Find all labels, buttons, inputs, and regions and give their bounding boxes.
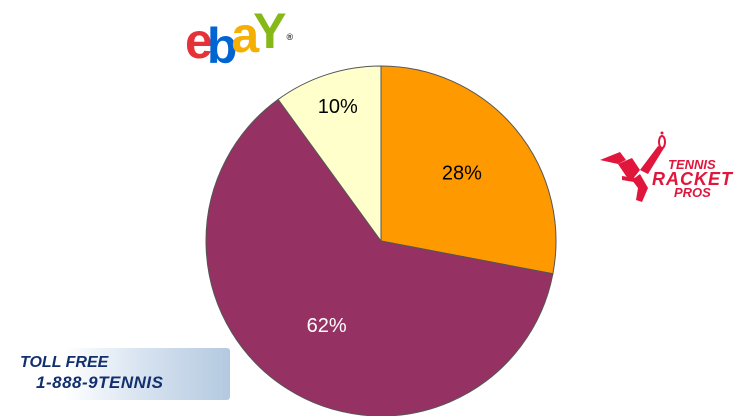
toll-free-label: TOLL FREE: [20, 354, 109, 371]
toll-free-banner: TOLL FREE 1-888-9TENNIS: [10, 348, 230, 400]
slice-label: 28%: [442, 162, 482, 184]
toll-free-number: 1-888-9TENNIS: [36, 373, 164, 392]
ebay-logo-letter: e: [185, 13, 213, 69]
registered-mark: ®: [286, 32, 294, 42]
ebay-logo: ebaY ®: [185, 3, 294, 74]
slice-label: 62%: [307, 315, 347, 337]
pie-slice: [277, 65, 382, 243]
ebay-logo-letter: Y: [253, 3, 286, 59]
ebay-logo-letter: b: [206, 18, 237, 74]
logo-word-racket: RACKET: [652, 169, 733, 189]
ebay-logo-letter: a: [231, 7, 259, 63]
logo-word-tennis: TENNIS: [668, 157, 716, 172]
racket-player-icon: [600, 131, 666, 202]
pie-slice: [205, 98, 554, 416]
slice-label: 10%: [318, 96, 358, 118]
logo-word-pros: PROS: [674, 185, 711, 200]
tennis-racket-pros-logo: TENNIS RACKET PROS: [592, 130, 754, 212]
pie-slice: [380, 65, 557, 275]
